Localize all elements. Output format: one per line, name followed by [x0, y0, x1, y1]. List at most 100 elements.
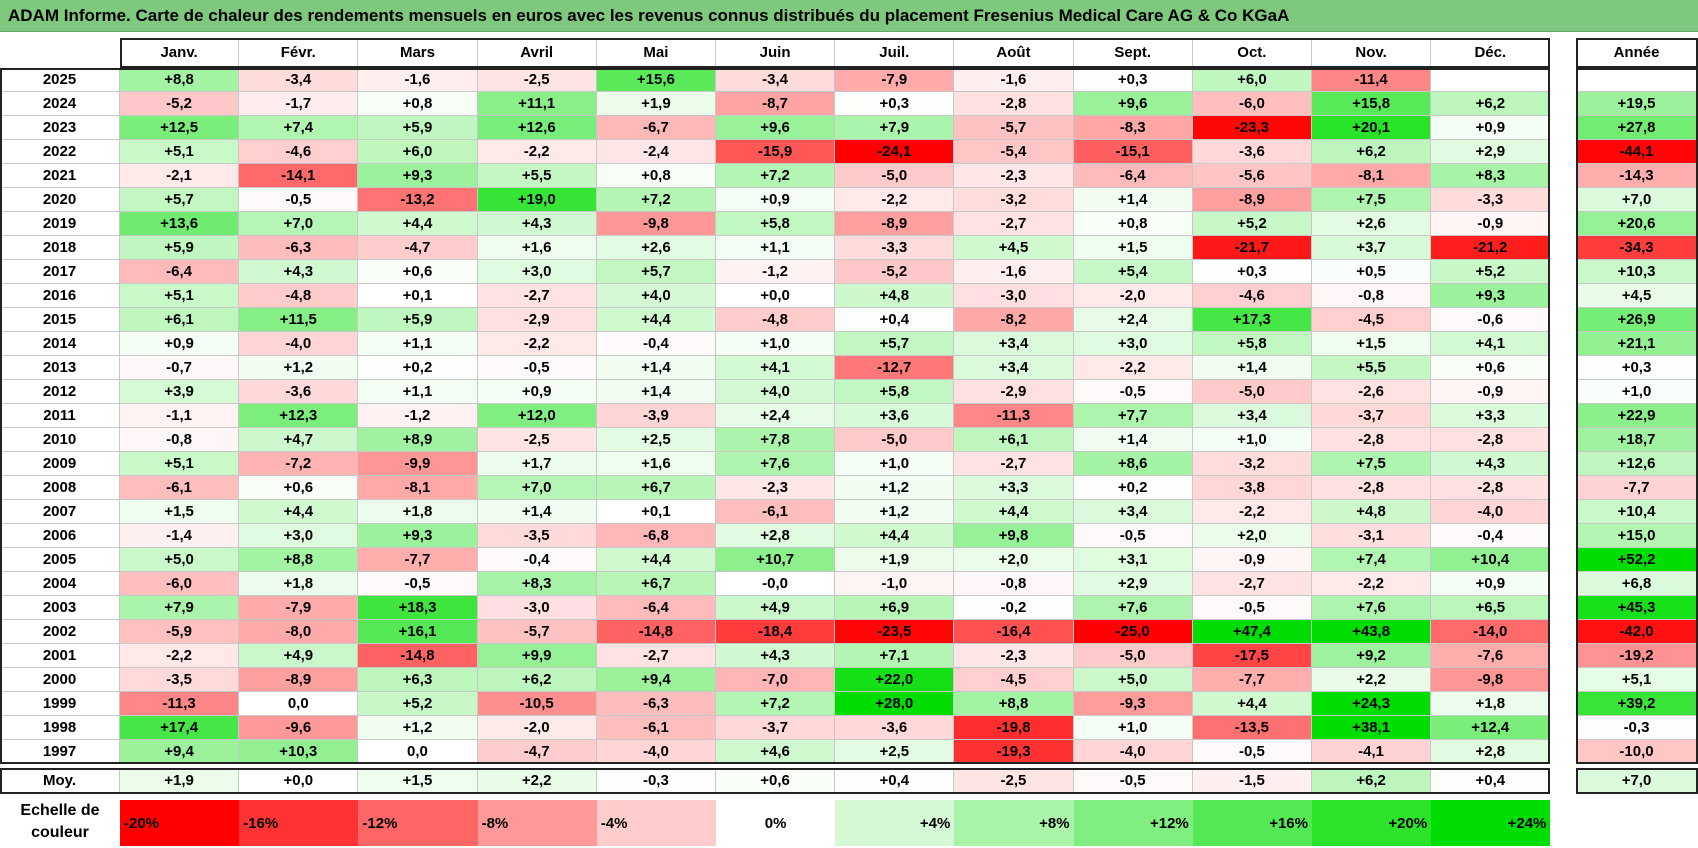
heatmap-cell: -5,0 — [1192, 380, 1312, 404]
heatmap-cell: +2,9 — [1431, 140, 1551, 164]
heatmap-cell: -7,7 — [1192, 668, 1312, 692]
heatmap-cell: +3,0 — [477, 260, 597, 284]
heatmap-cell: +0,6 — [1431, 356, 1551, 380]
heatmap-cell: -5,0 — [835, 164, 955, 188]
chart-title: ADAM Informe. Carte de chaleur des rende… — [8, 6, 1290, 25]
heatmap-cell: +6,1 — [954, 428, 1074, 452]
heatmap-cell: +1,8 — [358, 500, 478, 524]
year-label: 2014 — [0, 332, 120, 356]
heatmap-cell: -3,0 — [954, 284, 1074, 308]
heatmap-cell: +1,0 — [1192, 428, 1312, 452]
heatmap-cell: +9,9 — [477, 644, 597, 668]
heatmap-cell: -4,7 — [358, 236, 478, 260]
column-header: Févr. — [239, 38, 359, 68]
average-cell: +1,9 — [120, 768, 240, 794]
heatmap-cell: -1,4 — [120, 524, 240, 548]
heatmap-cell: +0,9 — [477, 380, 597, 404]
scale-swatch: +16% — [1192, 800, 1312, 846]
heatmap-cell: -3,6 — [1192, 140, 1312, 164]
heatmap-cell: +20,1 — [1312, 116, 1432, 140]
heatmap-cell: -4,0 — [239, 332, 359, 356]
heatmap-cell: +5,0 — [1073, 668, 1193, 692]
year-label: 2017 — [0, 260, 120, 284]
heatmap-cell: +5,2 — [1192, 212, 1312, 236]
heatmap-cell: -2,8 — [1312, 428, 1432, 452]
heatmap-cell: +1,0 — [716, 332, 836, 356]
heatmap-cell: -2,7 — [1192, 572, 1312, 596]
heatmap-cell: +1,4 — [1192, 356, 1312, 380]
heatmap-cell: -0,9 — [1431, 212, 1551, 236]
heatmap-cell: +5,2 — [1431, 260, 1551, 284]
heatmap-cell: -5,9 — [120, 620, 240, 644]
scale-swatch: +24% — [1431, 800, 1551, 846]
heatmap-cell: -5,2 — [835, 260, 955, 284]
heatmap-cell: +2,5 — [835, 740, 955, 764]
heatmap-cell: +0,8 — [358, 92, 478, 116]
heatmap-cell: +0,3 — [1192, 260, 1312, 284]
annual-cell: +52,2 — [1576, 548, 1698, 572]
annual-cell — [1576, 68, 1698, 92]
heatmap-cell: +3,0 — [1073, 332, 1193, 356]
heatmap-cell: +3,3 — [954, 476, 1074, 500]
heatmap-cell: -8,9 — [1192, 188, 1312, 212]
annual-cell: -19,2 — [1576, 644, 1698, 668]
annual-cell: +1,0 — [1576, 380, 1698, 404]
heatmap-cell: +3,3 — [1431, 404, 1551, 428]
heatmap-cell: -6,3 — [596, 692, 716, 716]
heatmap-cell: +1,4 — [596, 380, 716, 404]
heatmap-cell: +7,4 — [239, 116, 359, 140]
heatmap-cell: -9,3 — [1073, 692, 1193, 716]
heatmap-cell: +4,1 — [716, 356, 836, 380]
average-annual-cell: +7,0 — [1576, 768, 1698, 794]
heatmap-cell: +5,9 — [120, 236, 240, 260]
heatmap-cell: +4,8 — [1312, 500, 1432, 524]
column-header: Nov. — [1312, 38, 1432, 68]
heatmap-cell: -18,4 — [716, 620, 836, 644]
heatmap-cell: +1,1 — [358, 332, 478, 356]
heatmap-cell: -8,9 — [835, 212, 955, 236]
heatmap-cell: -8,1 — [1312, 164, 1432, 188]
heatmap-cell: +4,9 — [716, 596, 836, 620]
heatmap-cell: -2,3 — [954, 644, 1074, 668]
heatmap-cell: +0,6 — [358, 260, 478, 284]
heatmap-cell: +6,0 — [1192, 68, 1312, 92]
heatmap-cell: -2,2 — [1192, 500, 1312, 524]
heatmap-cell: +8,3 — [477, 572, 597, 596]
year-label: 2025 — [0, 68, 120, 92]
heatmap-cell: -8,2 — [954, 308, 1074, 332]
column-header: Mars — [358, 38, 478, 68]
heatmap-cell: +7,8 — [716, 428, 836, 452]
heatmap-cell: +1,4 — [1073, 428, 1193, 452]
heatmap-cell: +3,4 — [1192, 404, 1312, 428]
year-label: 2008 — [0, 476, 120, 500]
heatmap-cell: -15,9 — [716, 140, 836, 164]
heatmap-cell: -4,5 — [954, 668, 1074, 692]
annual-cell: +27,8 — [1576, 116, 1698, 140]
heatmap-cell: +1,6 — [477, 236, 597, 260]
heatmap-cell: -3,0 — [477, 596, 597, 620]
heatmap-cell: +11,1 — [477, 92, 597, 116]
scale-swatch: -16% — [239, 800, 359, 846]
heatmap-cell: +4,3 — [716, 644, 836, 668]
year-label: 2022 — [0, 140, 120, 164]
heatmap-cell: -3,2 — [954, 188, 1074, 212]
annual-cell: +7,0 — [1576, 188, 1698, 212]
heatmap-cell: -3,5 — [120, 668, 240, 692]
annual-cell: +0,3 — [1576, 356, 1698, 380]
heatmap-cell: -15,1 — [1073, 140, 1193, 164]
heatmap-cell: +2,8 — [716, 524, 836, 548]
heatmap-cell: -2,2 — [1073, 356, 1193, 380]
annual-header: Année — [1576, 38, 1698, 68]
heatmap-cell: -2,4 — [596, 140, 716, 164]
year-label: 1997 — [0, 740, 120, 764]
heatmap-cell: +1,2 — [358, 716, 478, 740]
heatmap-cell: -8,9 — [239, 668, 359, 692]
annual-cell: +45,3 — [1576, 596, 1698, 620]
average-cell: +6,2 — [1312, 768, 1432, 794]
average-cell: -0,3 — [596, 768, 716, 794]
year-label: 2001 — [0, 644, 120, 668]
heatmap-cell: +10,4 — [1431, 548, 1551, 572]
heatmap-cell: -12,7 — [835, 356, 955, 380]
average-cell: -2,5 — [954, 768, 1074, 794]
heatmap-cell: -9,8 — [1431, 668, 1551, 692]
